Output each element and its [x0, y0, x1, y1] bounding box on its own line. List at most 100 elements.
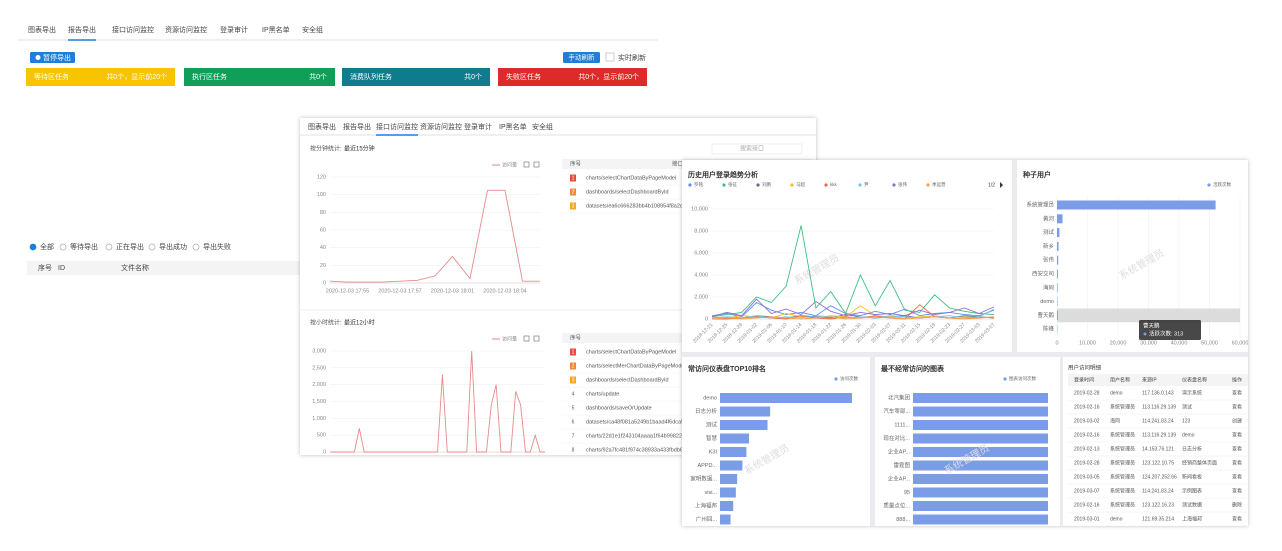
tab[interactable]: 安全组: [302, 25, 323, 34]
task-card-summary: 共0个: [464, 72, 482, 81]
legend-label: 访问量: [502, 161, 517, 168]
card: [682, 357, 870, 526]
y-tick-label: 4,000: [694, 272, 708, 278]
table-cell: 114.241.83.24: [1142, 418, 1174, 424]
tooltip: [1139, 320, 1201, 340]
tab[interactable]: 接口访问监控: [112, 25, 154, 34]
tab[interactable]: 报告导出: [68, 25, 96, 34]
icon-button[interactable]: [533, 161, 540, 168]
radio[interactable]: [148, 243, 156, 251]
tab[interactable]: 登录审计: [464, 122, 492, 131]
radio-label: 全部: [40, 242, 54, 251]
table-cell: 查看: [1232, 459, 1242, 466]
y-tick-label: 8,000: [694, 228, 708, 234]
realtime-checkbox[interactable]: [605, 52, 615, 62]
search-box[interactable]: [711, 143, 803, 155]
tooltip-swatch: [1143, 332, 1147, 336]
tab[interactable]: 图表导出: [28, 25, 56, 34]
legend-swatch: [1207, 183, 1211, 187]
radio[interactable]: [105, 243, 113, 251]
bar: [720, 406, 771, 417]
tab[interactable]: 资源访问监控: [420, 122, 462, 131]
legend-label: 图表访问次数: [1009, 375, 1036, 382]
pause-icon: [35, 55, 41, 60]
table-cell: demo: [1110, 390, 1123, 396]
y-tick-label: 2,000: [694, 294, 708, 300]
x-tick-label: 20,000: [1110, 341, 1127, 347]
rank: 6: [572, 419, 575, 425]
rank: 1: [572, 349, 575, 355]
icon-button[interactable]: [533, 335, 540, 342]
x-tick-label: 30,000: [1140, 341, 1157, 347]
card: [1017, 160, 1248, 352]
category-label: APPD...: [697, 463, 717, 469]
radio[interactable]: [192, 243, 200, 251]
legend-next[interactable]: [1000, 182, 1003, 188]
legend-swatch: [834, 377, 838, 381]
tab[interactable]: 报告导出: [343, 122, 371, 131]
legend-label: 活跃次数: [1213, 181, 1231, 188]
bar: [913, 487, 1048, 498]
rank-badge: [570, 362, 576, 370]
tab[interactable]: IP黑名单: [262, 25, 290, 34]
stat-label: 按分钟统计:: [310, 145, 342, 153]
x-tick-label: 2020-12-03 17:57: [378, 288, 421, 294]
icon-button[interactable]: [523, 161, 530, 168]
legend-swatch: [892, 183, 896, 187]
y-tick-label: 20: [320, 263, 326, 269]
tab[interactable]: IP黑名单: [499, 122, 527, 131]
icon-button[interactable]: [523, 335, 530, 342]
table-cell: 示例图表: [1182, 487, 1202, 494]
bar: [1057, 228, 1060, 238]
pause-button[interactable]: [30, 52, 75, 63]
legend-label: 马超: [796, 181, 805, 188]
table-cell: 查看: [1232, 515, 1242, 522]
range-select[interactable]: 最近12小时: [344, 319, 375, 327]
tab[interactable]: 图表导出: [308, 122, 336, 131]
table-cell: 14.153.76.121: [1142, 446, 1174, 452]
table-cell: 114.241.83.24: [1142, 488, 1174, 494]
tab[interactable]: 安全组: [532, 122, 553, 131]
range-select[interactable]: 最近15分钟: [344, 145, 375, 153]
refresh-button[interactable]: [563, 52, 600, 63]
task-card: [26, 68, 175, 86]
y-tick-label: 2,000: [312, 382, 326, 388]
legend-swatch: [790, 183, 794, 187]
card-title: 用户访问明细: [1068, 363, 1102, 371]
category-label: 新乡: [1043, 242, 1054, 250]
tab[interactable]: 资源访问监控: [165, 25, 207, 34]
y-tick-label: 0: [705, 316, 708, 322]
category-label: 西安交司: [1032, 269, 1054, 277]
column-header: 序号: [570, 159, 582, 167]
data-line: [329, 189, 540, 283]
rank-badge: [570, 188, 576, 196]
column-header: 文件名称: [121, 263, 149, 272]
radio[interactable]: [29, 243, 37, 251]
endpoint: dashboards/selectDashboardById: [586, 377, 669, 383]
category-label: 陈峰: [1043, 325, 1055, 333]
category-label: demo: [1040, 299, 1054, 305]
card-title: 常访问仪表盘TOP10排名: [688, 364, 766, 373]
rank-badge: [570, 376, 576, 384]
table-cell: 查看: [1232, 487, 1242, 494]
tab[interactable]: 接口访问监控: [376, 122, 418, 131]
table-cell: 查看: [1232, 389, 1242, 396]
endpoint: charts/selectMerChartDataByPageModel: [586, 363, 686, 369]
table-cell: 上海福邦: [1182, 515, 1202, 522]
table-cell: 演示系统: [1182, 389, 1202, 396]
tooltip-title: 曹天鹅: [1143, 321, 1160, 329]
radio[interactable]: [59, 243, 67, 251]
table-cell: 测试: [1182, 403, 1192, 410]
column-header: 操作: [1232, 376, 1242, 383]
bar: [720, 433, 750, 444]
x-tick-label: 10,000: [1079, 341, 1096, 347]
row-highlight: [1057, 308, 1240, 323]
tab[interactable]: 登录审计: [220, 25, 248, 34]
endpoint: charts/22d1e1f243104aaaa1f64b99822d...: [586, 433, 690, 439]
rank: 1: [572, 175, 575, 181]
x-tick-label: 40,000: [1171, 341, 1188, 347]
table-cell: 2019-02-16: [1074, 432, 1100, 438]
card: [682, 160, 1012, 352]
bar: [720, 501, 734, 511]
rank: 7: [572, 433, 575, 439]
